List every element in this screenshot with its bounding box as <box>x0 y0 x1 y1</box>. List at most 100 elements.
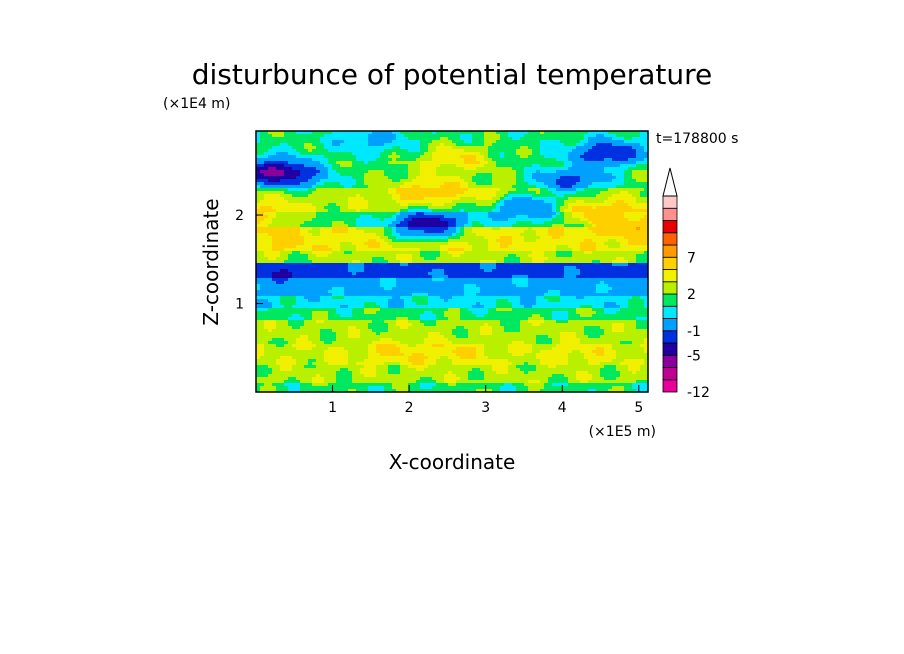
contour-cell <box>404 146 409 150</box>
contour-cell <box>268 206 273 210</box>
contour-cell <box>512 134 517 138</box>
contour-cell <box>428 227 433 231</box>
contour-cell <box>292 260 297 264</box>
contour-cell <box>360 266 365 270</box>
contour-cell <box>612 200 617 204</box>
contour-cell <box>304 194 309 198</box>
contour-cell <box>428 197 433 201</box>
contour-cell <box>268 140 273 144</box>
contour-cell <box>620 278 625 282</box>
contour-cell <box>572 257 577 261</box>
contour-cell <box>448 209 453 213</box>
contour-cell <box>592 179 597 183</box>
contour-cell <box>612 263 617 267</box>
contour-cell <box>504 275 509 279</box>
contour-cell <box>312 269 317 273</box>
contour-cell <box>620 146 625 150</box>
contour-cell <box>296 140 301 144</box>
contour-cell <box>492 227 497 231</box>
contour-cell <box>480 146 485 150</box>
contour-cell <box>440 191 445 195</box>
contour-cell <box>512 281 517 285</box>
contour-cell <box>564 245 569 249</box>
contour-cell <box>492 149 497 153</box>
contour-cell <box>392 266 397 270</box>
contour-cell <box>612 143 617 147</box>
contour-cell <box>544 185 549 189</box>
contour-cell <box>480 152 485 156</box>
contour-cell <box>540 212 545 216</box>
contour-cell <box>404 188 409 192</box>
contour-cell <box>576 206 581 210</box>
contour-cell <box>532 185 537 189</box>
contour-cell <box>340 158 345 162</box>
contour-cell <box>400 278 405 282</box>
contour-cell <box>272 245 277 249</box>
contour-cell <box>544 191 549 195</box>
contour-cell <box>500 173 505 177</box>
contour-cell <box>616 266 621 270</box>
contour-cell <box>476 176 481 180</box>
contour-cell <box>644 137 649 141</box>
contour-cell <box>640 209 645 213</box>
contour-cell <box>596 203 601 207</box>
contour-cell <box>636 206 641 210</box>
contour-cell <box>416 164 421 168</box>
contour-cell <box>304 131 309 135</box>
contour-cell <box>320 140 325 144</box>
contour-cell <box>628 236 633 240</box>
contour-cell <box>556 161 561 165</box>
contour-cell <box>600 254 605 258</box>
contour-cell <box>528 266 533 270</box>
contour-cell <box>484 137 489 141</box>
contour-cell <box>340 197 345 201</box>
contour-cell <box>332 131 337 135</box>
contour-cell <box>492 224 497 228</box>
contour-cell <box>500 194 505 198</box>
contour-cell <box>496 161 501 165</box>
contour-cell <box>356 254 361 258</box>
contour-cell <box>396 149 401 153</box>
contour-cell <box>484 167 489 171</box>
contour-cell <box>552 140 557 144</box>
contour-cell <box>420 236 425 240</box>
contour-cell <box>460 251 465 255</box>
contour-cell <box>324 275 329 279</box>
contour-cell <box>308 242 313 246</box>
contour-cell <box>604 158 609 162</box>
contour-cell <box>516 131 521 135</box>
contour-cell <box>276 260 281 264</box>
contour-cell <box>328 134 333 138</box>
contour-cell <box>368 236 373 240</box>
contour-cell <box>580 275 585 279</box>
contour-cell <box>572 149 577 153</box>
contour-cell <box>480 215 485 219</box>
contour-cell <box>328 254 333 258</box>
contour-cell <box>464 206 469 210</box>
contour-cell <box>292 224 297 228</box>
contour-cell <box>448 182 453 186</box>
contour-cell <box>356 257 361 261</box>
contour-cell <box>484 224 489 228</box>
contour-cell <box>520 272 525 276</box>
contour-cell <box>624 179 629 183</box>
contour-cell <box>396 173 401 177</box>
contour-cell <box>332 134 337 138</box>
contour-cell <box>428 278 433 282</box>
contour-cell <box>556 209 561 213</box>
contour-cell <box>436 167 441 171</box>
contour-cell <box>268 167 273 171</box>
contour-cell <box>608 239 613 243</box>
contour-cell <box>588 200 593 204</box>
contour-cell <box>264 179 269 183</box>
contour-cell <box>584 224 589 228</box>
contour-cell <box>280 248 285 252</box>
contour-cell <box>404 209 409 213</box>
contour-cell <box>556 224 561 228</box>
contour-cell <box>348 239 353 243</box>
contour-cell <box>592 143 597 147</box>
contour-cell <box>364 209 369 213</box>
contour-cell <box>596 188 601 192</box>
contour-cell <box>496 176 501 180</box>
contour-cell <box>380 215 385 219</box>
